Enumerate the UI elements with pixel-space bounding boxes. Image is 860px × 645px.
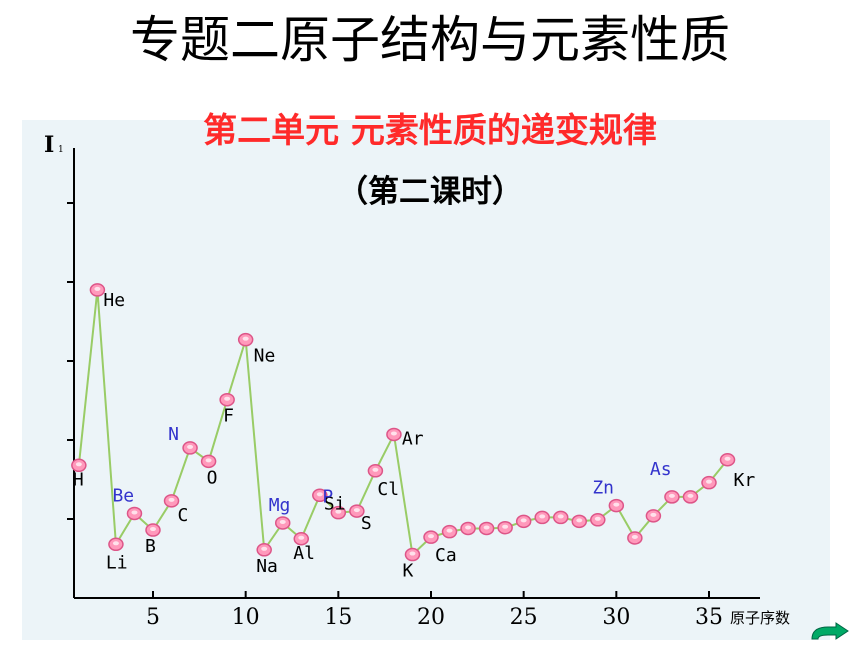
data-point-highlight <box>168 497 175 502</box>
x-tick-label: 15 <box>324 605 352 630</box>
chart-panel <box>22 120 830 640</box>
element-label: H <box>73 469 84 490</box>
data-point-highlight <box>131 510 138 515</box>
element-label: Zn <box>592 478 614 499</box>
x-tick-label: 5 <box>146 605 160 630</box>
data-point-highlight <box>724 456 731 461</box>
data-point-highlight <box>631 534 638 539</box>
x-tick-label: 35 <box>695 605 723 630</box>
data-point-highlight <box>687 493 694 498</box>
data-point-highlight <box>242 336 249 341</box>
element-label: P <box>322 487 333 508</box>
data-point-highlight <box>576 518 583 523</box>
element-label: Li <box>106 552 128 573</box>
element-label: Si <box>324 493 346 514</box>
element-label: Be <box>112 485 134 506</box>
data-point-highlight <box>335 509 342 514</box>
element-label: As <box>650 459 672 480</box>
data-point-highlight <box>205 458 212 463</box>
data-point-highlight <box>539 514 546 519</box>
element-label: Mg <box>269 495 291 516</box>
data-point-highlight <box>75 462 82 467</box>
element-label: F <box>223 406 234 427</box>
data-point-highlight <box>353 508 360 513</box>
y-axis-label: I <box>44 132 54 158</box>
element-label: Cl <box>377 479 399 500</box>
data-point-highlight <box>316 492 323 497</box>
element-label: Al <box>293 543 315 564</box>
data-point-highlight <box>112 541 119 546</box>
element-label: Na <box>256 556 278 577</box>
data-point-highlight <box>706 479 712 484</box>
x-tick-label: 10 <box>232 605 260 630</box>
element-label: K <box>402 561 413 582</box>
element-label: Ar <box>402 428 424 449</box>
data-point-highlight <box>483 525 490 530</box>
data-point-highlight <box>502 524 509 529</box>
data-point-highlight <box>372 467 379 472</box>
element-label: B <box>145 536 156 557</box>
y-axis-label-subscript: 1 <box>58 145 64 155</box>
data-point-highlight <box>594 516 601 521</box>
element-label: S <box>361 513 372 534</box>
x-axis-label: 原子序数 <box>730 609 790 627</box>
series-line <box>77 289 729 557</box>
curved-arrow-next-icon[interactable] <box>808 622 852 642</box>
x-tick-label: 25 <box>510 605 538 630</box>
data-point-highlight <box>428 534 434 539</box>
element-label: Kr <box>734 470 756 491</box>
x-tick-label: 20 <box>417 605 445 630</box>
element-label: C <box>178 505 189 526</box>
x-tick-label: 30 <box>602 605 630 630</box>
data-point-highlight <box>150 527 156 532</box>
data-point-highlight <box>261 546 268 551</box>
element-label: He <box>103 290 125 311</box>
data-point-highlight <box>187 444 194 449</box>
data-point-highlight <box>557 514 564 519</box>
data-point-highlight <box>446 528 453 533</box>
data-point-highlight <box>668 493 675 498</box>
lesson-period: （第二课时） <box>337 174 523 210</box>
data-point-highlight <box>465 525 472 530</box>
element-label: N <box>168 424 179 445</box>
element-label: Ne <box>254 346 276 367</box>
data-point-highlight <box>224 396 231 401</box>
data-point-highlight <box>650 512 657 517</box>
data-point-highlight <box>409 551 416 556</box>
data-point-highlight <box>520 518 527 523</box>
unit-subtitle: 第二单元 元素性质的递变规律 <box>203 111 657 151</box>
element-label: O <box>207 467 218 488</box>
data-point-highlight <box>279 519 286 524</box>
data-point-highlight <box>298 535 305 540</box>
data-point-highlight <box>94 286 101 291</box>
data-point-highlight <box>613 502 620 507</box>
element-label: Ca <box>435 545 457 566</box>
page-title: 专题二原子结构与元素性质 <box>130 11 730 69</box>
data-point-highlight <box>390 431 397 436</box>
